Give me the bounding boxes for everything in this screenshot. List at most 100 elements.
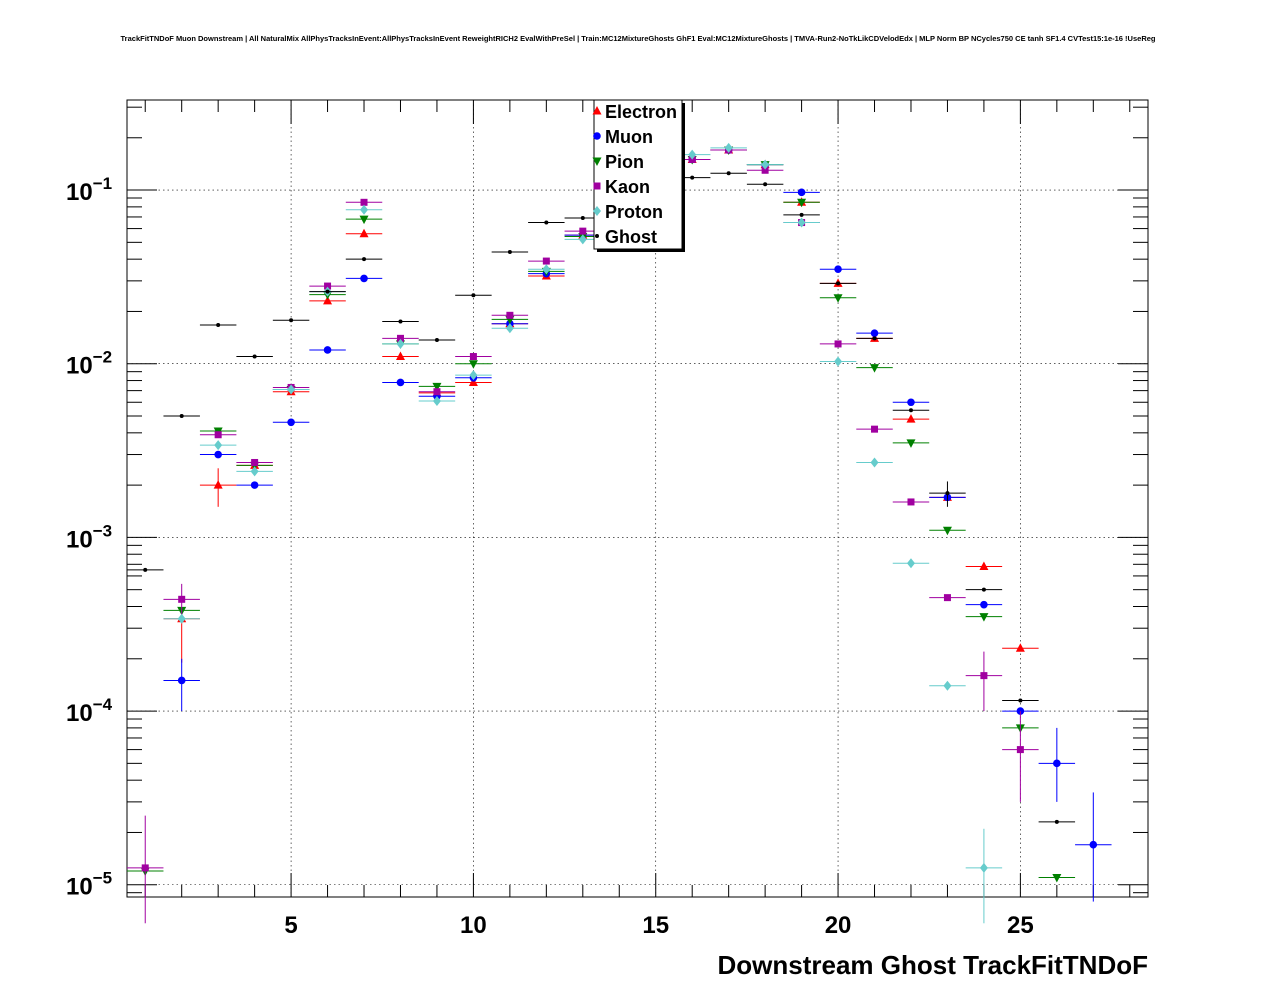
- data-point: [726, 171, 731, 176]
- data-point: [907, 398, 915, 407]
- data-point: [177, 676, 186, 685]
- data-point: [797, 198, 807, 208]
- data-point: [833, 294, 843, 303]
- data-point: [362, 257, 367, 262]
- data-point: [469, 353, 477, 361]
- series-proton: [163, 142, 1003, 924]
- data-point: [761, 166, 769, 174]
- data-point: [580, 216, 585, 221]
- data-point: [942, 526, 952, 536]
- data-point: [143, 567, 148, 572]
- y-tick-label: 10−1: [66, 174, 112, 206]
- data-point: [979, 561, 989, 570]
- data-point: [216, 323, 221, 328]
- data-point: [871, 425, 879, 433]
- data-point: [507, 249, 512, 254]
- data-point: [250, 481, 259, 489]
- data-point: [943, 680, 952, 691]
- legend-marker: [592, 106, 602, 115]
- data-point: [323, 346, 332, 354]
- data-point: [797, 217, 806, 228]
- data-point: [469, 370, 478, 381]
- data-point: [1052, 874, 1062, 883]
- data-point: [907, 498, 915, 506]
- data-point: [542, 257, 550, 265]
- data-point: [289, 318, 294, 323]
- data-point: [252, 354, 257, 359]
- grid-layer: [127, 100, 1148, 897]
- data-point: [505, 323, 514, 334]
- data-point: [1016, 746, 1024, 754]
- legend-label: Muon: [605, 127, 653, 147]
- data-point: [359, 228, 369, 238]
- data-point: [980, 672, 988, 680]
- data-point: [872, 336, 877, 341]
- data-point: [834, 340, 842, 348]
- data-point: [325, 289, 330, 294]
- data-point: [761, 159, 770, 170]
- data-point: [870, 329, 879, 337]
- legend-label: Kaon: [605, 177, 650, 197]
- legend-label: Ghost: [605, 227, 657, 247]
- y-tick-label: 10−3: [66, 521, 112, 553]
- data-point: [506, 311, 514, 319]
- legend-marker: [593, 182, 601, 190]
- data-point: [724, 142, 733, 153]
- data-point: [359, 215, 369, 225]
- data-point: [870, 364, 880, 373]
- y-tick-label: 10−2: [66, 348, 112, 380]
- legend-label: Proton: [605, 202, 663, 222]
- y-tick-label: 10−5: [66, 869, 112, 901]
- data-point: [177, 613, 186, 624]
- data-point: [690, 175, 695, 180]
- chart-title: TrackFitTNDoF Muon Downstream | All Natu…: [120, 34, 1156, 43]
- data-point: [323, 295, 333, 305]
- legend-item-proton: Proton: [593, 202, 663, 222]
- data-point: [360, 198, 368, 206]
- legend-marker: [593, 206, 601, 216]
- data-point: [906, 558, 915, 569]
- data-point: [544, 220, 549, 225]
- data-point: [396, 378, 405, 387]
- data-point: [1018, 698, 1023, 703]
- data-point: [834, 265, 842, 274]
- x-tick-label: 20: [825, 912, 852, 939]
- data-point: [1054, 819, 1059, 824]
- data-point: [471, 293, 476, 298]
- data-point: [763, 182, 768, 187]
- legend: Electron Muon Pion Kaon Proton Ghost: [592, 99, 685, 252]
- data-point: [250, 466, 259, 477]
- legend-label: Electron: [605, 102, 677, 122]
- data-point: [432, 382, 442, 392]
- data-point: [945, 491, 950, 496]
- data-point: [434, 337, 439, 342]
- legend-marker: [595, 234, 599, 238]
- data-point: [396, 334, 404, 342]
- data-point: [433, 388, 441, 396]
- data-point: [468, 360, 478, 369]
- legend-marker: [593, 132, 601, 140]
- data-point: [468, 377, 478, 386]
- data-point: [542, 264, 551, 275]
- data-layer: [127, 142, 1112, 924]
- data-point: [579, 227, 587, 235]
- legend-item-ghost: Ghost: [595, 227, 657, 247]
- data-point: [396, 338, 405, 349]
- data-point: [213, 480, 223, 489]
- data-point: [214, 440, 223, 451]
- data-point: [870, 457, 879, 468]
- data-point: [179, 414, 184, 419]
- data-point: [1089, 840, 1098, 849]
- data-point: [360, 204, 369, 215]
- legend-box: [593, 99, 683, 250]
- series-kaon: [127, 146, 1039, 924]
- data-point: [834, 356, 843, 367]
- x-tick-label: 10: [460, 912, 487, 939]
- legend-item-kaon: Kaon: [593, 177, 650, 197]
- x-tick-label: 15: [642, 912, 669, 939]
- data-point: [797, 188, 806, 197]
- x-tick-label: 5: [284, 912, 297, 939]
- data-point: [324, 282, 332, 290]
- legend-marker: [592, 157, 602, 166]
